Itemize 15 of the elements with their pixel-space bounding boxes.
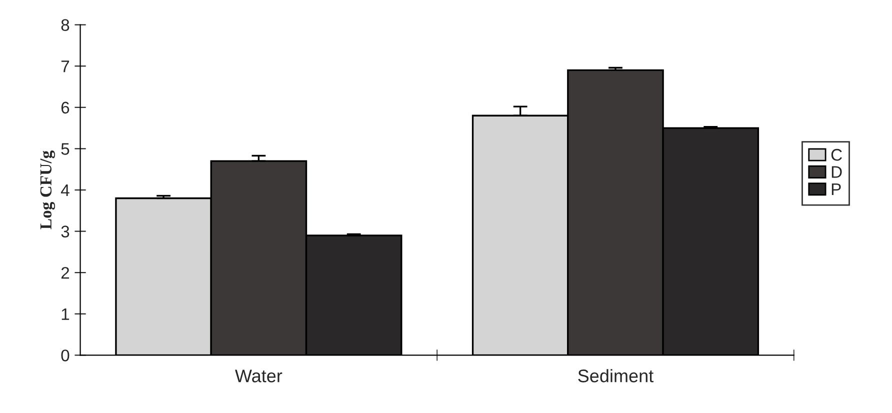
legend-label: C — [831, 148, 842, 161]
y-axis-title: Log CFU/g — [40, 150, 56, 230]
y-tick-label: 8 — [61, 19, 70, 31]
y-tick-label: 4 — [60, 184, 70, 196]
y-tick-label: 5 — [61, 143, 70, 155]
legend-label: P — [832, 184, 841, 195]
x-tick-label: Sediment — [578, 369, 654, 382]
y-tick-label: 1 — [62, 308, 70, 320]
y-tick-label: 6 — [61, 102, 70, 114]
y-tick-label: 0 — [61, 350, 70, 362]
y-tick-label: 7 — [61, 60, 70, 72]
y-tick-label: 2 — [61, 266, 70, 279]
x-tick-label: Water — [235, 370, 282, 382]
y-tick-label: 3 — [61, 226, 70, 238]
legend-label: D — [832, 166, 842, 178]
